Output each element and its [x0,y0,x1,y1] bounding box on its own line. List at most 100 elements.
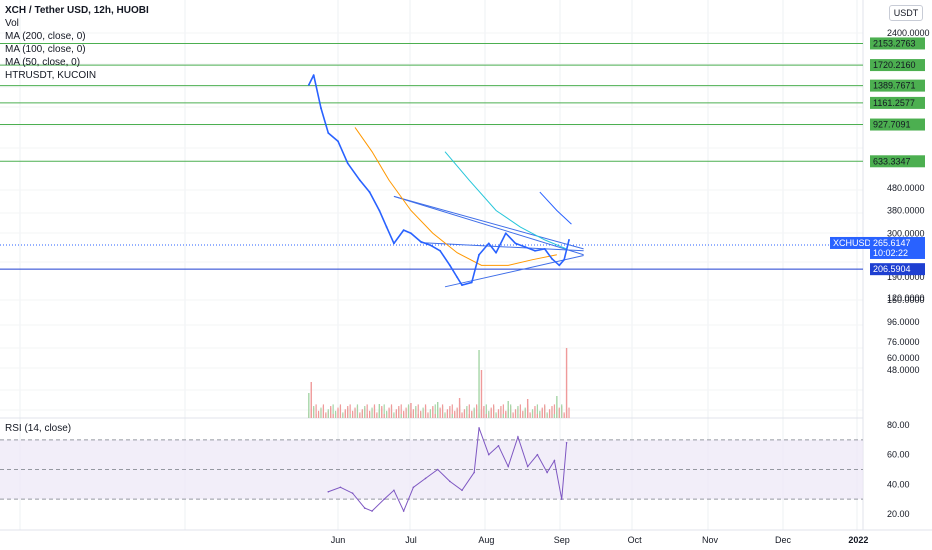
rsi-point [363,507,366,509]
level-badge-1 [870,59,925,72]
volume-bar [398,406,400,418]
price-point [448,264,451,267]
volume-bar [366,414,368,418]
price-axis-label: 300.0000 [887,228,925,238]
rsi-point [461,489,463,492]
price-point [495,251,497,254]
volume-bar [420,410,422,418]
volume-bar [388,407,390,418]
level-badge-text: 1161.2577 [873,98,915,108]
price-axis-label: 2400.0000 [887,28,930,38]
rsi-series [327,427,568,513]
rsi-point [327,490,330,493]
time-axis[interactable]: Jun Jul Aug Sep Oct Nov Dec 2022 [331,535,869,545]
volume-bar [412,409,414,418]
volume-bar [519,404,521,418]
volume-bar [536,404,538,418]
price-axis-label: 150.0000 [887,295,925,305]
volume-bar [466,406,468,418]
price-point [461,284,463,287]
price-point [429,244,432,247]
volume-bar [568,407,570,418]
rsi-point [473,471,475,474]
price-point [419,240,422,243]
rsi-point [449,480,451,483]
volume-bar [325,412,327,418]
level-badge-6 [870,263,925,276]
volume-bar [451,404,453,418]
rsi-point [424,477,427,480]
volume-bar [510,404,512,418]
volume-bar [553,404,556,418]
volume-bar [351,410,354,418]
currency-badge[interactable]: USDT [889,5,923,21]
symbol-badge-text: XCHUSDT [833,238,877,248]
trendline-0 [393,195,584,250]
volume-spike-4 [436,402,439,418]
rsi-point [560,498,563,500]
volume-bar [444,412,446,418]
volume-bars [308,348,570,418]
volume-bar [390,404,393,418]
legend-ma-100[interactable]: MA (100, close, 0) [5,44,86,55]
legend-ma-50[interactable]: MA (50, close, 0) [5,57,81,68]
volume-bar [451,414,453,418]
volume-bar [415,406,417,418]
price-axis-label: 48.0000 [887,365,920,375]
volume-bar [456,407,458,418]
chart-grid [0,0,932,531]
symbol-title[interactable]: XCH / Tether USD, 12h, HUOBI [5,5,149,16]
volume-bar [356,404,359,418]
volume-bar [330,406,332,418]
price-point [307,84,310,86]
price-point [410,232,412,235]
moving-average-line-2 [539,191,572,225]
current-price-text: 265.6147 [873,238,911,248]
volume-spike-2 [378,404,381,418]
volume-spike-8 [507,401,509,418]
rsi-point [436,468,439,471]
level-badge-text: 1389.7671 [873,81,916,91]
price-axis[interactable]: 2400.0000 480.0000 380.0000 300.0000 190.000… [887,28,930,519]
legend-compare-symbol[interactable]: HTRUSDT, KUCOIN [5,70,97,81]
volume-bar [546,412,548,418]
legend-volume[interactable]: Vol [5,18,19,29]
volume-bar [417,404,419,418]
rsi-point [487,453,490,456]
volume-bar [529,412,531,418]
rsi-point [351,492,354,495]
volume-bar [317,410,320,418]
volume-bar [468,414,470,418]
rsi-legend[interactable]: RSI (14, close) [5,423,72,434]
level-badge-text: 206.5904 [873,264,911,274]
volume-bar [422,407,424,418]
rsi-point [371,510,373,512]
price-point [534,249,536,252]
price-point [504,232,507,235]
time-axis-label: Dec [775,535,792,545]
moving-averages [354,127,572,266]
rsi-point [546,471,548,474]
trendline-1 [393,195,584,256]
countdown-text: 10:02:22 [873,248,908,258]
price-point [439,249,442,252]
volume-bar [427,412,429,418]
legend-ma-200[interactable]: MA (200, close, 0) [5,31,86,42]
volume-bar [441,404,444,418]
price-point [327,132,330,134]
volume-bar [476,404,478,418]
price-axis-label: 96.0000 [887,317,920,327]
trendlines [393,195,584,288]
volume-bar [386,410,388,418]
volume-bar [551,406,553,418]
moving-average-line-0 [354,127,557,266]
price-point [358,179,361,182]
volume-bar [322,404,325,418]
level-badge-5 [870,155,925,168]
volume-bar [524,407,526,418]
price-point [524,246,527,248]
volume-bar [558,407,560,418]
volume-bar [349,414,351,418]
price-point [402,229,405,231]
